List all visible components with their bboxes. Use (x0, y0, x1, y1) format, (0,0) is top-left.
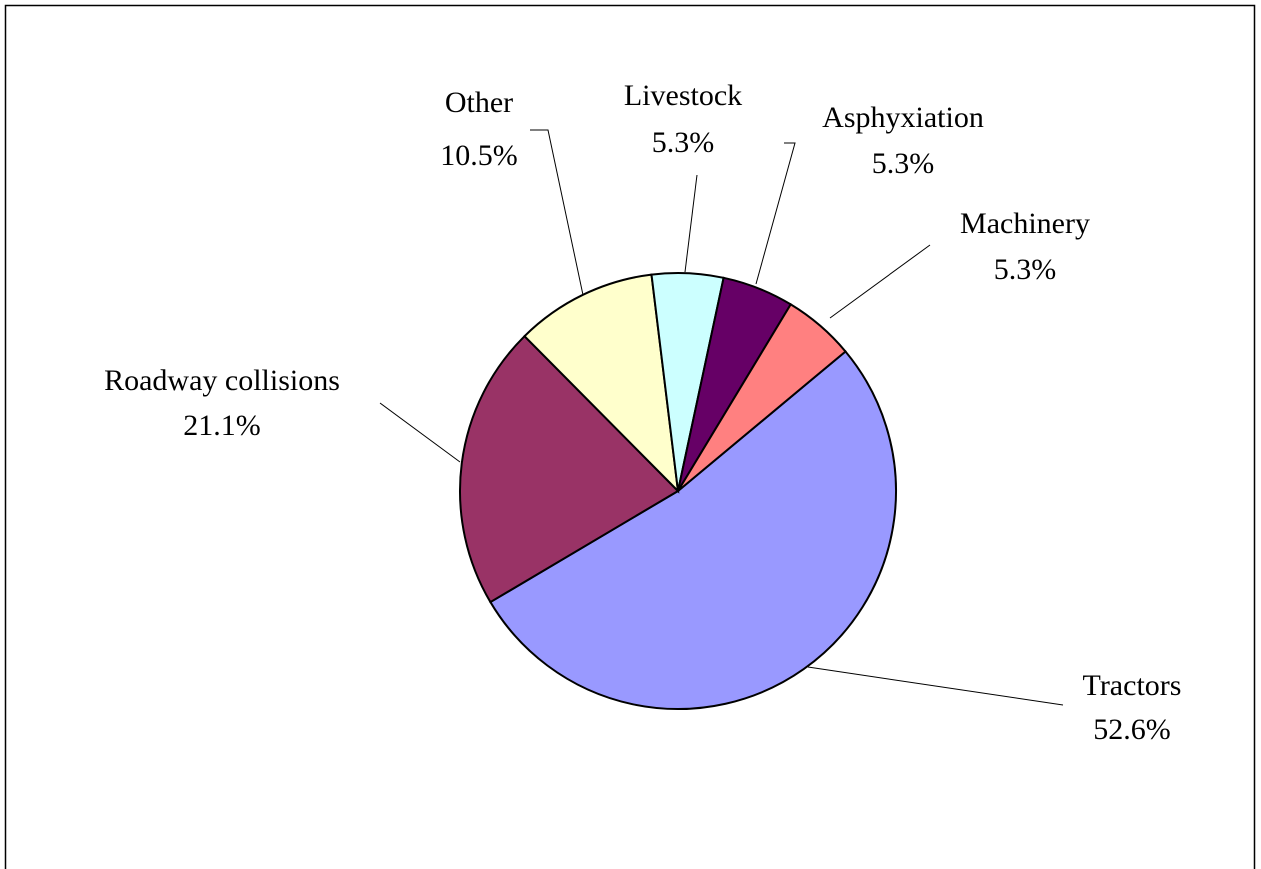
leader-line (530, 129, 584, 296)
pie-slice (489, 350, 897, 710)
leader-line (684, 174, 698, 273)
slice-value-label: 5.3% (994, 253, 1057, 286)
leader-line (829, 244, 931, 319)
slice-value-label: 52.6% (1093, 713, 1171, 746)
leader-line (755, 142, 796, 285)
leader-line (807, 666, 1064, 706)
slice-value-label: 10.5% (440, 139, 518, 172)
slice-label: Asphyxiation (822, 101, 984, 134)
chart-frame (4, 4, 1256, 869)
slice-value-label: 21.1% (183, 409, 261, 442)
pie-slice (459, 334, 680, 604)
slice-value-label: 5.3% (652, 126, 715, 159)
slice-label: Machinery (960, 207, 1090, 240)
slice-label: Roadway collisions (104, 364, 340, 397)
slice-label: Livestock (624, 79, 742, 112)
slice-label: Other (445, 86, 513, 119)
leader-line (379, 402, 461, 463)
pie-slice (677, 303, 847, 492)
slice-label: Tractors (1083, 669, 1182, 702)
slice-value-label: 5.3% (872, 147, 935, 180)
